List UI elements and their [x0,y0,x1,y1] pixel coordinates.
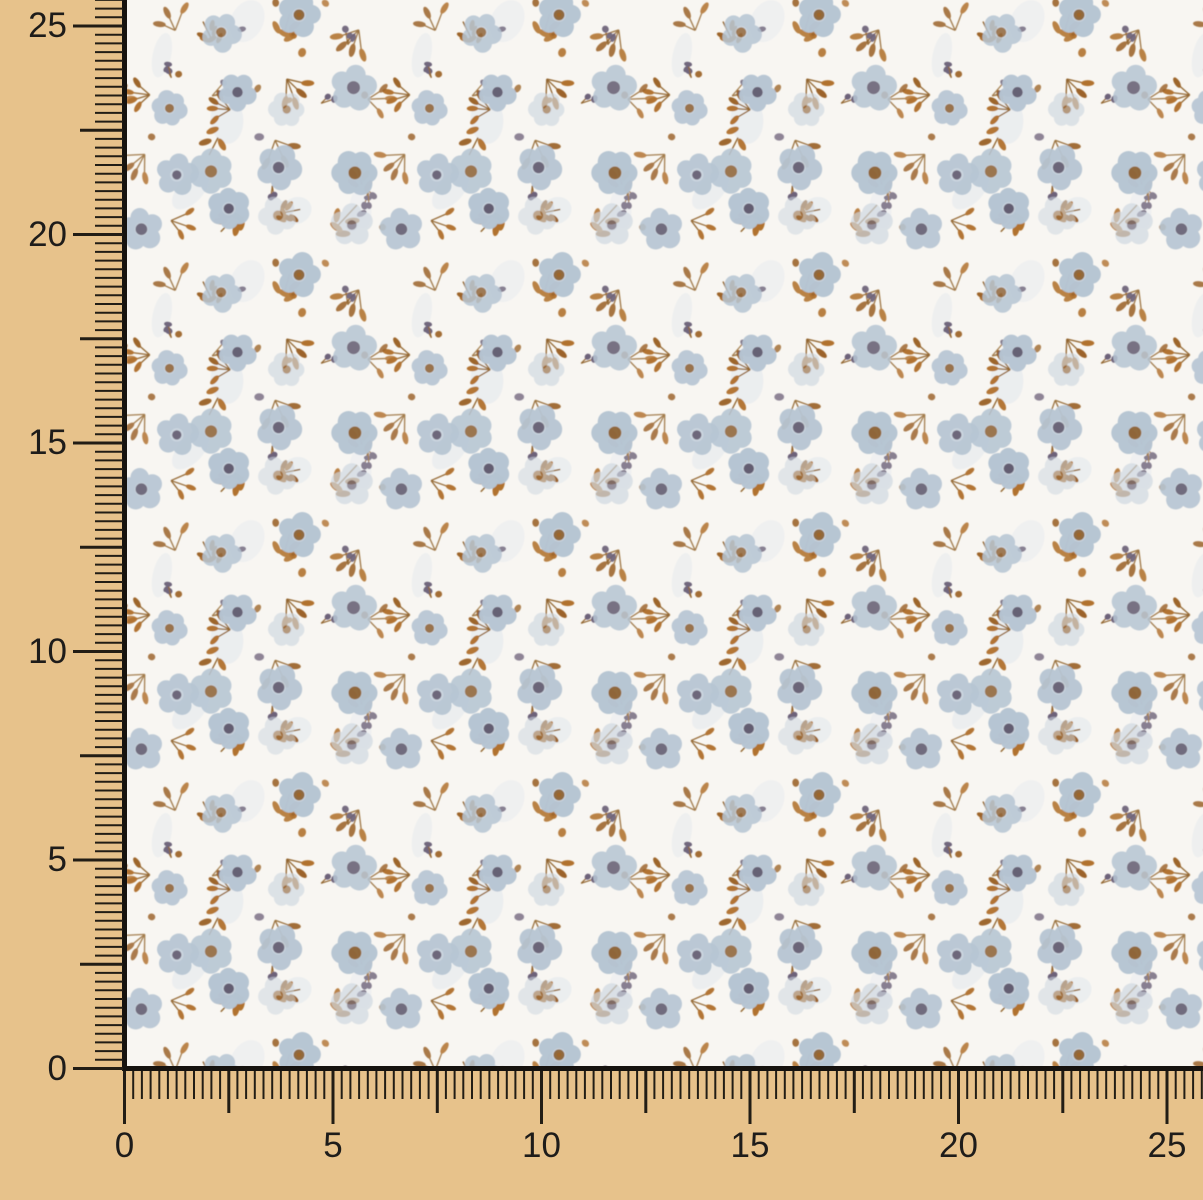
left-ruler-label-5: 5 [47,840,67,879]
left-ruler-label-20: 20 [28,214,67,254]
left-ruler-label-15: 15 [28,423,67,462]
bottom-ruler-label-15: 15 [730,1126,770,1165]
fabric-swatch [127,0,1203,1066]
bottom-ruler-label-20: 20 [939,1126,978,1165]
left-ruler-label-10: 10 [28,631,67,671]
floral-print-pattern [127,0,1203,1066]
bottom-ruler-label-5: 5 [323,1126,343,1165]
left-ruler-label-25: 25 [28,6,67,45]
bottom-ruler-label-0: 0 [114,1126,135,1165]
bottom-ruler-label-25: 25 [1147,1126,1187,1165]
left-ruler-label-0: 0 [47,1048,67,1088]
bottom-ruler-label-10: 10 [522,1126,561,1165]
